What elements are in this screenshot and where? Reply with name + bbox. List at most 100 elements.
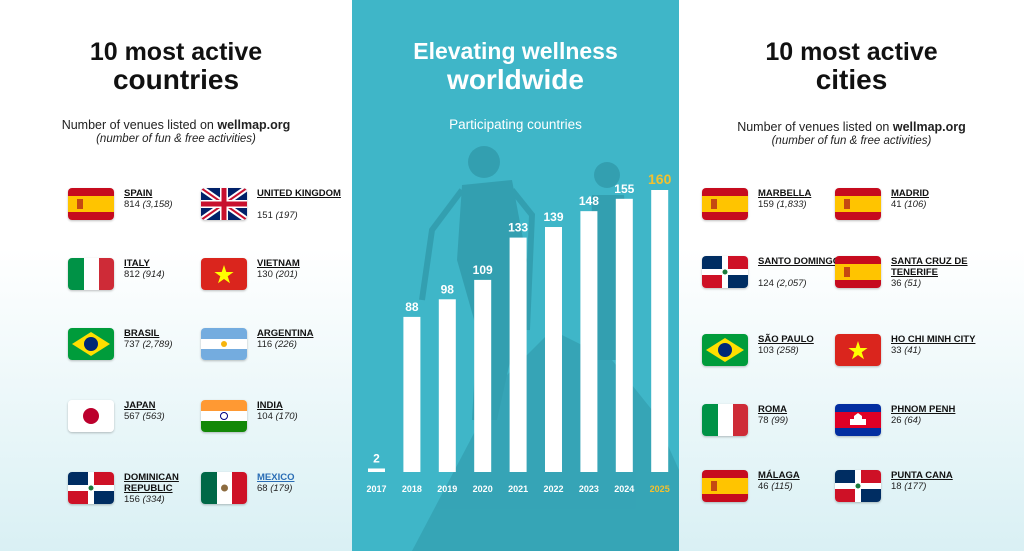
x-tick-2025: 2025 [650,484,670,494]
activity-count: (170) [275,411,298,422]
country-item[interactable]: ITALY 812 (914) [68,258,198,298]
venue-count: 130 [257,269,276,280]
venue-count: 737 [124,339,143,350]
item-name-link[interactable]: UNITED KINGDOM [257,188,341,199]
item-name-link[interactable]: SANTO DOMINGO [758,256,841,267]
item-name-link[interactable]: SANTA CRUZ DE TENERIFE [891,256,968,278]
item-counts: 159 (1,833) [758,199,807,210]
venue-count: 103 [758,345,777,356]
city-item[interactable]: PHNOM PENH 26 (64) [835,404,965,444]
venue-count: 18 [891,481,905,492]
cities-title-line1: 10 most active [765,38,938,66]
item-name-link[interactable]: MARBELLA [758,188,812,199]
city-item[interactable]: SÃO PAULO 103 (258) [702,334,832,374]
item-name-link[interactable]: SPAIN [124,188,153,199]
city-item[interactable]: SANTA CRUZ DE TENERIFE 36 (51) [835,256,968,296]
item-name-link[interactable]: ROMA [758,404,788,415]
item-name-link[interactable]: DOMINICAN REPUBLIC [124,472,179,494]
country-item[interactable]: JAPAN 567 (563) [68,400,198,440]
city-item[interactable]: ROMA 78 (99) [702,404,832,444]
item-name-link[interactable]: HO CHI MINH CITY [891,334,976,345]
city-item[interactable]: PUNTA CANA 18 (177) [835,470,965,510]
chart-title-line1: Elevating wellness [413,38,618,64]
spain-flag-graphic [835,188,881,220]
activity-count: (106) [904,199,927,210]
item-name-link[interactable]: ARGENTINA [257,328,314,339]
item-counts: 103 (258) [758,345,799,356]
country-item[interactable]: DOMINICAN REPUBLIC 156 (334) [68,472,198,512]
country-item[interactable]: INDIA 104 (170) [201,400,331,440]
subtitle-prefix: Number of venues listed on [737,120,893,134]
subtitle-prefix: Number of venues listed on [61,118,218,132]
spain-flag-icon [835,188,881,220]
country-item[interactable]: SPAIN 814 (3,158) [68,188,198,228]
mexico-flag-icon [201,472,247,504]
venue-count: 156 [124,494,143,505]
activity-count: (201) [275,269,298,280]
x-tick-2021: 2021 [508,484,528,494]
countries-panel: 10 most active countries Number of venue… [0,0,352,551]
country-item[interactable]: BRASIL 737 (2,789) [68,328,198,368]
country-item[interactable]: ARGENTINA 116 (226) [201,328,331,368]
bar-2024 [615,198,633,472]
spain-flag-icon [702,470,748,502]
country-item[interactable]: VIETNAM 130 (201) [201,258,331,298]
item-name-link[interactable]: PHNOM PENH [891,404,956,415]
x-tick-2019: 2019 [437,484,457,494]
country-item[interactable]: MEXICO 68 (179) [201,472,331,512]
item-name-link[interactable]: SÃO PAULO [758,334,814,345]
item-counts: 18 (177) [891,481,926,492]
country-item[interactable]: UNITED KINGDOM 151 (197) [201,188,341,228]
countries-title-line2: countries [112,64,240,95]
item-name-link[interactable]: MEXICO [257,472,295,483]
item-counts: 812 (914) [124,269,165,280]
x-tick-2022: 2022 [543,484,563,494]
venue-count: 151 [257,210,276,221]
vietnam-flag-icon [835,334,881,366]
countries-title-line1: 10 most active [89,38,263,66]
value-label-2024: 155 [614,182,634,196]
item-name-link[interactable]: VIETNAM [257,258,300,269]
item-name-link[interactable]: INDIA [257,400,283,411]
spain-flag-icon [68,188,114,220]
item-counts: 26 (64) [891,415,921,426]
city-item[interactable]: HO CHI MINH CITY 33 (41) [835,334,975,374]
item-name-link[interactable]: MADRID [891,188,929,199]
bars-group: 2 2017 88 2018 98 2019 109 2020 133 2021 139 2022 14… [366,171,671,494]
cambodia-flag-graphic [835,404,881,436]
vietnam-flag-graphic [835,334,881,366]
item-name-link[interactable]: JAPAN [124,400,156,411]
item-name-link[interactable]: MÁLAGA [758,470,800,481]
dominican-flag-graphic [835,470,881,502]
bar-2020 [474,279,492,472]
city-item[interactable]: MARBELLA 159 (1,833) [702,188,832,228]
brazil-flag-graphic [68,328,114,360]
venue-count: 41 [891,199,905,210]
item-name-link[interactable]: PUNTA CANA [891,470,953,481]
bar-2022 [545,227,562,472]
activity-count: (197) [275,210,298,221]
bar-2021 [509,237,527,472]
item-name-link[interactable]: ITALY [124,258,150,269]
dominican-flag-icon [835,470,881,502]
city-item[interactable]: SANTO DOMINGO 124 (2,057) [702,256,840,296]
x-tick-2023: 2023 [579,484,599,494]
cities-panel: 10 most active cities Number of venues l… [679,0,1024,551]
uk-flag-graphic [201,188,247,220]
item-counts: 104 (170) [257,411,298,422]
italy-flag-graphic [68,258,114,290]
value-label-2017: 2 [373,451,380,465]
venue-count: 124 [758,278,777,289]
value-label-2022: 139 [543,210,563,224]
wellmap-link[interactable]: wellmap.org [217,118,291,132]
item-name-link[interactable]: BRASIL [124,328,160,339]
cities-title-line2: cities [815,64,888,95]
venue-count: 26 [891,415,905,426]
city-item[interactable]: MÁLAGA 46 (115) [702,470,832,510]
india-flag-graphic [201,400,247,432]
city-item[interactable]: MADRID 41 (106) [835,188,965,228]
dominican-flag-icon [68,472,114,504]
wellmap-link[interactable]: wellmap.org [892,120,966,134]
venue-count: 116 [257,339,275,350]
spain-flag-icon [835,256,881,288]
